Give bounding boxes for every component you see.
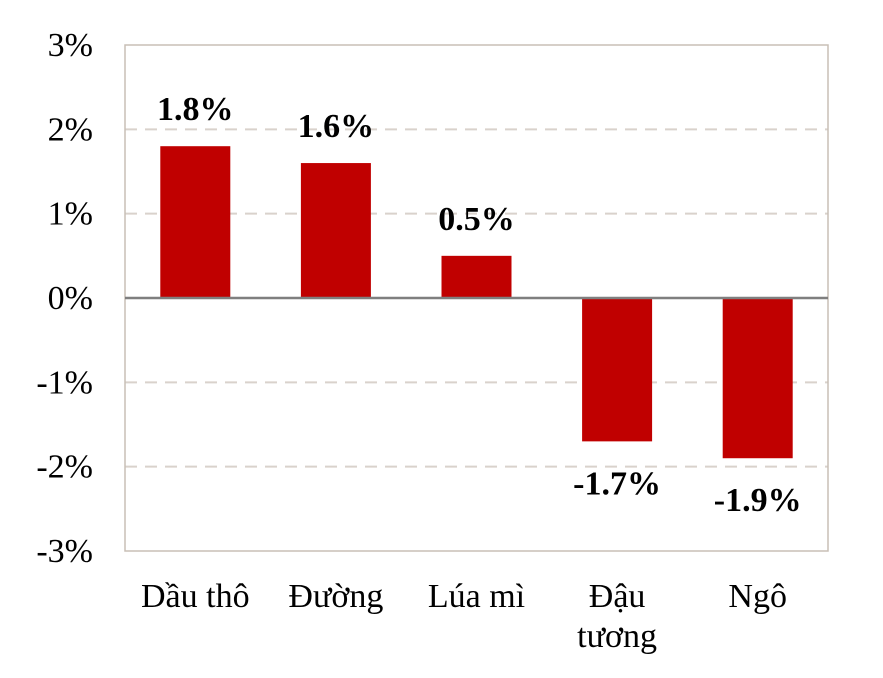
data-label: 1.6%	[298, 108, 375, 145]
bar	[160, 146, 231, 298]
bar	[300, 163, 371, 298]
x-tick-label-line: Dầu thô	[141, 578, 250, 615]
y-tick-label: -3%	[36, 533, 93, 570]
x-tick-label: Ngô	[728, 578, 787, 615]
y-tick-label: 2%	[48, 111, 93, 148]
x-tick-label-line: Lúa mì	[428, 578, 525, 615]
y-tick-label: 1%	[48, 196, 93, 233]
y-tick-label: 3%	[48, 27, 93, 64]
x-tick-label-line: Đậu	[589, 578, 646, 615]
bars	[160, 146, 793, 459]
x-axis-category-labels: Dầu thô Đường Lúa mì Đậu tương Ngô	[141, 578, 787, 655]
y-axis-tick-labels: 3% 2% 1% 0% -1% -2% -3%	[36, 27, 93, 570]
data-label: -1.7%	[573, 465, 661, 502]
y-tick-label: -2%	[36, 449, 93, 486]
data-label: -1.9%	[714, 482, 802, 519]
data-label: 1.8%	[157, 91, 234, 128]
y-tick-label: 0%	[48, 280, 93, 317]
bar	[582, 298, 653, 442]
data-label: 0.5%	[438, 201, 515, 238]
x-tick-label: Dầu thô	[141, 578, 250, 615]
data-labels: 1.8% 1.6% 0.5% -1.7% -1.9%	[157, 91, 802, 519]
bar	[722, 298, 793, 459]
x-tick-label-line: tương	[577, 618, 657, 655]
x-tick-label: Lúa mì	[428, 578, 525, 615]
x-tick-label: Đường	[288, 578, 383, 615]
y-tick-label: -1%	[36, 364, 93, 401]
x-tick-label-line: Đường	[288, 578, 383, 615]
x-tick-label: Đậu tương	[577, 578, 657, 655]
x-tick-label-line: Ngô	[728, 578, 787, 615]
gridlines	[125, 128, 828, 468]
bar	[441, 255, 512, 298]
